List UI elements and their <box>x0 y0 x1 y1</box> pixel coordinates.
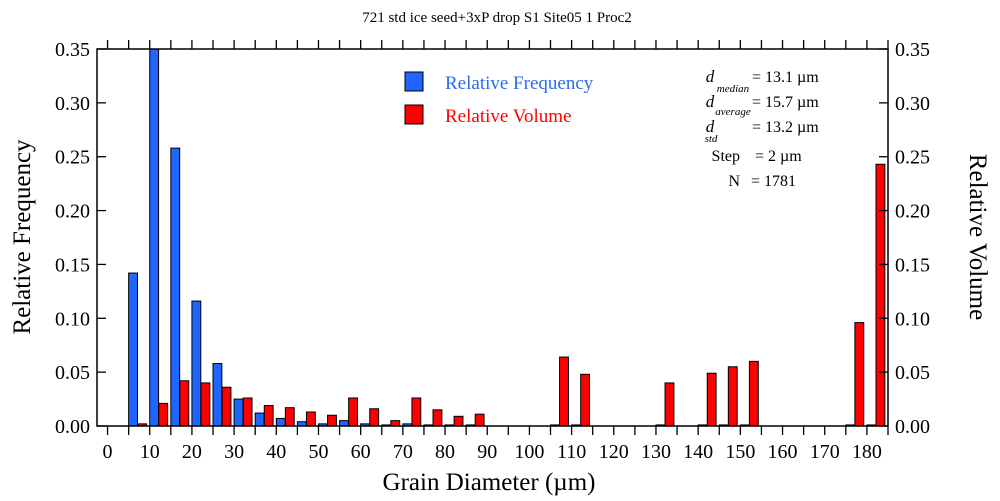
stat-value: = 1781 <box>751 173 796 190</box>
volume-bar <box>854 322 865 427</box>
x-tick-label: 130 <box>641 441 671 463</box>
legend-label-volume: Relative Volume <box>445 106 571 127</box>
volume-bar <box>432 409 443 427</box>
y-tick-label-right: 0.25 <box>895 147 930 169</box>
frequency-bar <box>275 417 286 427</box>
y-tick-label-right: 0.15 <box>895 254 930 276</box>
volume-bar <box>200 382 211 427</box>
volume-bar <box>559 356 569 427</box>
frequency-bar <box>212 363 223 427</box>
y-tick-label-left: 0.15 <box>55 254 90 276</box>
chart-title: 721 std ice seed+3xP drop S1 Site05 1 Pr… <box>362 10 632 26</box>
stat-symbol: d <box>706 92 715 111</box>
frequency-bar <box>339 420 349 427</box>
frequency-bar <box>170 147 181 427</box>
volume-bar <box>369 408 380 427</box>
x-tick-label: 120 <box>599 441 629 463</box>
x-tick-label: 160 <box>768 441 798 463</box>
y-tick-label-left: 0.20 <box>55 201 90 223</box>
y-tick-label-left: 0.35 <box>55 39 90 61</box>
legend-swatch-frequency <box>404 71 424 92</box>
y-tick-label-left: 0.10 <box>55 308 90 330</box>
volume-bar <box>390 420 401 427</box>
x-tick-label: 50 <box>308 441 328 463</box>
stat-symbol: d <box>706 67 715 86</box>
y-axis-label-left: Relative Frequency <box>9 139 36 335</box>
x-tick-label: 60 <box>351 441 371 463</box>
x-axis-label: Grain Diameter (µm) <box>383 469 596 496</box>
volume-bar <box>664 382 675 427</box>
stat-value: = 13.1 µm <box>752 69 819 86</box>
volume-bar <box>242 397 253 427</box>
x-tick-label: 180 <box>852 441 882 463</box>
volume-bar <box>453 415 464 427</box>
y-tick-label-left: 0.00 <box>55 416 90 438</box>
volume-bar <box>221 386 232 427</box>
x-tick-label: 70 <box>393 441 413 463</box>
volume-bar <box>706 372 717 427</box>
y-tick-label-left: 0.30 <box>55 93 90 115</box>
legend-label-frequency: Relative Frequency <box>445 73 594 94</box>
frequency-bar <box>149 48 160 427</box>
x-tick-label: 20 <box>182 441 202 463</box>
stat-subscript: std <box>705 133 718 145</box>
volume-bar <box>327 414 337 427</box>
y-tick-label-right: 0.30 <box>895 93 930 115</box>
stat-value: = 15.7 µm <box>752 94 819 111</box>
x-tick-label: 80 <box>435 441 455 463</box>
y-tick-label-left: 0.25 <box>55 147 90 169</box>
plot-frame <box>96 48 889 427</box>
legend: Relative Frequency Relative Volume <box>404 71 594 127</box>
x-tick-label: 90 <box>477 441 497 463</box>
x-tick-label: 150 <box>725 441 755 463</box>
volume-bar <box>158 402 169 427</box>
y-tick-label-right: 0.00 <box>895 416 930 438</box>
legend-swatch-volume <box>404 104 424 125</box>
y-tick-label-right: 0.10 <box>895 308 930 330</box>
volume-bar <box>474 413 485 427</box>
y-tick-label-left: 0.05 <box>55 362 90 384</box>
stat-subscript: median <box>717 83 750 95</box>
y-tick-label-right: 0.35 <box>895 39 930 61</box>
stat-value: = 13.2 µm <box>752 119 819 136</box>
stat-symbol: Step <box>712 148 740 165</box>
volume-bar <box>305 411 316 427</box>
stat-symbol: N <box>728 173 740 190</box>
x-tick-label: 140 <box>683 441 713 463</box>
y-axis-label-right: Relative Volume <box>964 154 991 320</box>
x-tick-label: 170 <box>810 441 840 463</box>
frequency-bar <box>233 398 244 427</box>
frequency-bar <box>254 412 265 427</box>
volume-bar <box>284 407 295 427</box>
volume-bar <box>580 373 591 427</box>
bars <box>128 48 886 427</box>
volume-bar <box>348 397 359 427</box>
x-tick-label: 30 <box>224 441 244 463</box>
stat-subscript: average <box>715 106 751 118</box>
x-tick-label: 40 <box>266 441 286 463</box>
stat-value: = 2 µm <box>755 148 802 165</box>
x-tick-label: 10 <box>140 441 160 463</box>
axes: 0 10 20 30 40 50 60 70 80 90 100 110 120 130 140 150 160… <box>55 39 930 463</box>
frequency-bar <box>191 300 202 427</box>
frequency-bar <box>128 272 138 427</box>
volume-bar <box>179 380 190 427</box>
x-tick-label: 0 <box>103 441 113 463</box>
y-tick-label-right: 0.05 <box>895 362 930 384</box>
x-tick-label: 110 <box>557 441 586 463</box>
volume-bar <box>263 405 274 427</box>
volume-bar <box>411 397 422 427</box>
stat-symbol: d <box>706 117 715 136</box>
volume-bar <box>875 163 886 427</box>
y-tick-label-right: 0.20 <box>895 201 930 223</box>
volume-bar <box>727 366 738 427</box>
volume-bar <box>748 360 759 427</box>
x-tick-label: 100 <box>514 441 544 463</box>
